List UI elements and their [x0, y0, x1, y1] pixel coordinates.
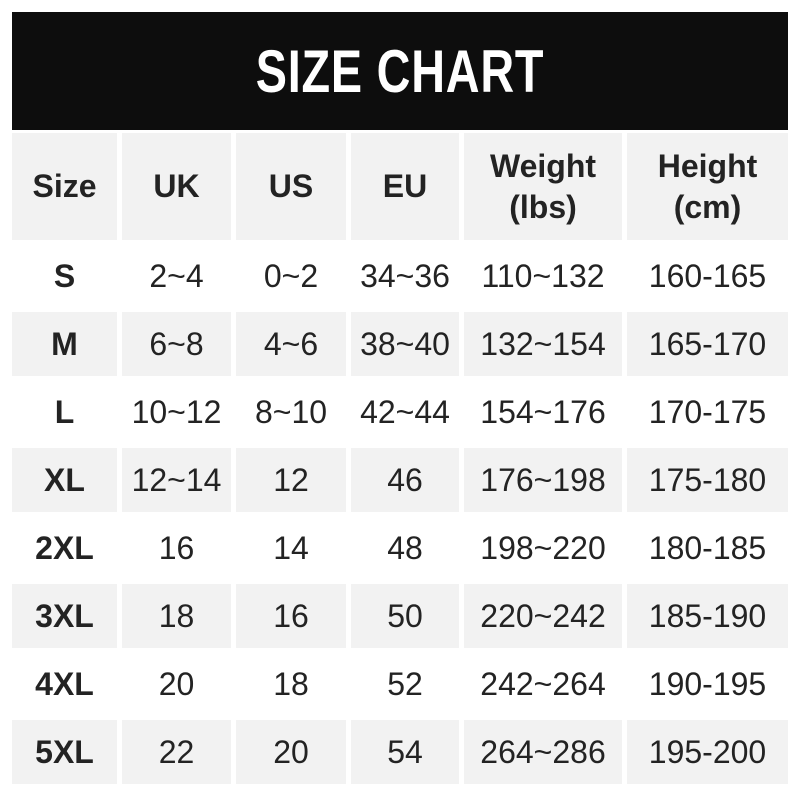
row-label-s: S [12, 244, 117, 308]
table-cell: 190-195 [627, 652, 788, 716]
header-cell-size: Size [12, 133, 117, 240]
table-cell: 46 [351, 448, 459, 512]
table-cell: 2~4 [122, 244, 231, 308]
table-cell: 185-190 [627, 584, 788, 648]
table-cell: 180-185 [627, 516, 788, 580]
table-cell: 242~264 [464, 652, 622, 716]
table-cell: 50 [351, 584, 459, 648]
table-cell: 176~198 [464, 448, 622, 512]
table-cell: 264~286 [464, 720, 622, 784]
header-cell-weight: Weight (lbs) [464, 133, 622, 240]
table-cell: 8~10 [236, 380, 346, 444]
table-cell: 14 [236, 516, 346, 580]
table-cell: 0~2 [236, 244, 346, 308]
row-label-4xl: 4XL [12, 652, 117, 716]
table-cell: 16 [236, 584, 346, 648]
table-cell: 18 [122, 584, 231, 648]
header-cell-height: Height (cm) [627, 133, 788, 240]
table-cell: 22 [122, 720, 231, 784]
row-label-xl: XL [12, 448, 117, 512]
row-label-2xl: 2XL [12, 516, 117, 580]
table-cell: 52 [351, 652, 459, 716]
table-cell: 195-200 [627, 720, 788, 784]
table-cell: 160-165 [627, 244, 788, 308]
table-cell: 132~154 [464, 312, 622, 376]
table-cell: 198~220 [464, 516, 622, 580]
table-cell: 6~8 [122, 312, 231, 376]
table-cell: 16 [122, 516, 231, 580]
table-cell: 175-180 [627, 448, 788, 512]
header-cell-eu: EU [351, 133, 459, 240]
title-banner: SIZE CHART [12, 12, 788, 130]
table-cell: 154~176 [464, 380, 622, 444]
table-cell: 38~40 [351, 312, 459, 376]
row-label-m: M [12, 312, 117, 376]
header-cell-us: US [236, 133, 346, 240]
table-cell: 34~36 [351, 244, 459, 308]
table-cell: 12 [236, 448, 346, 512]
table-cell: 170-175 [627, 380, 788, 444]
header-cell-uk: UK [122, 133, 231, 240]
row-label-3xl: 3XL [12, 584, 117, 648]
table-cell: 20 [122, 652, 231, 716]
table-cell: 12~14 [122, 448, 231, 512]
table-cell: 165-170 [627, 312, 788, 376]
row-label-l: L [12, 380, 117, 444]
page-title: SIZE CHART [255, 37, 545, 105]
size-table: Size UK US EU Weight (lbs) Height (cm) S 2~4 0~2… [12, 133, 788, 784]
table-cell: 110~132 [464, 244, 622, 308]
row-label-5xl: 5XL [12, 720, 117, 784]
table-cell: 48 [351, 516, 459, 580]
table-cell: 220~242 [464, 584, 622, 648]
table-cell: 54 [351, 720, 459, 784]
table-cell: 18 [236, 652, 346, 716]
table-cell: 20 [236, 720, 346, 784]
table-cell: 4~6 [236, 312, 346, 376]
table-cell: 10~12 [122, 380, 231, 444]
table-cell: 42~44 [351, 380, 459, 444]
